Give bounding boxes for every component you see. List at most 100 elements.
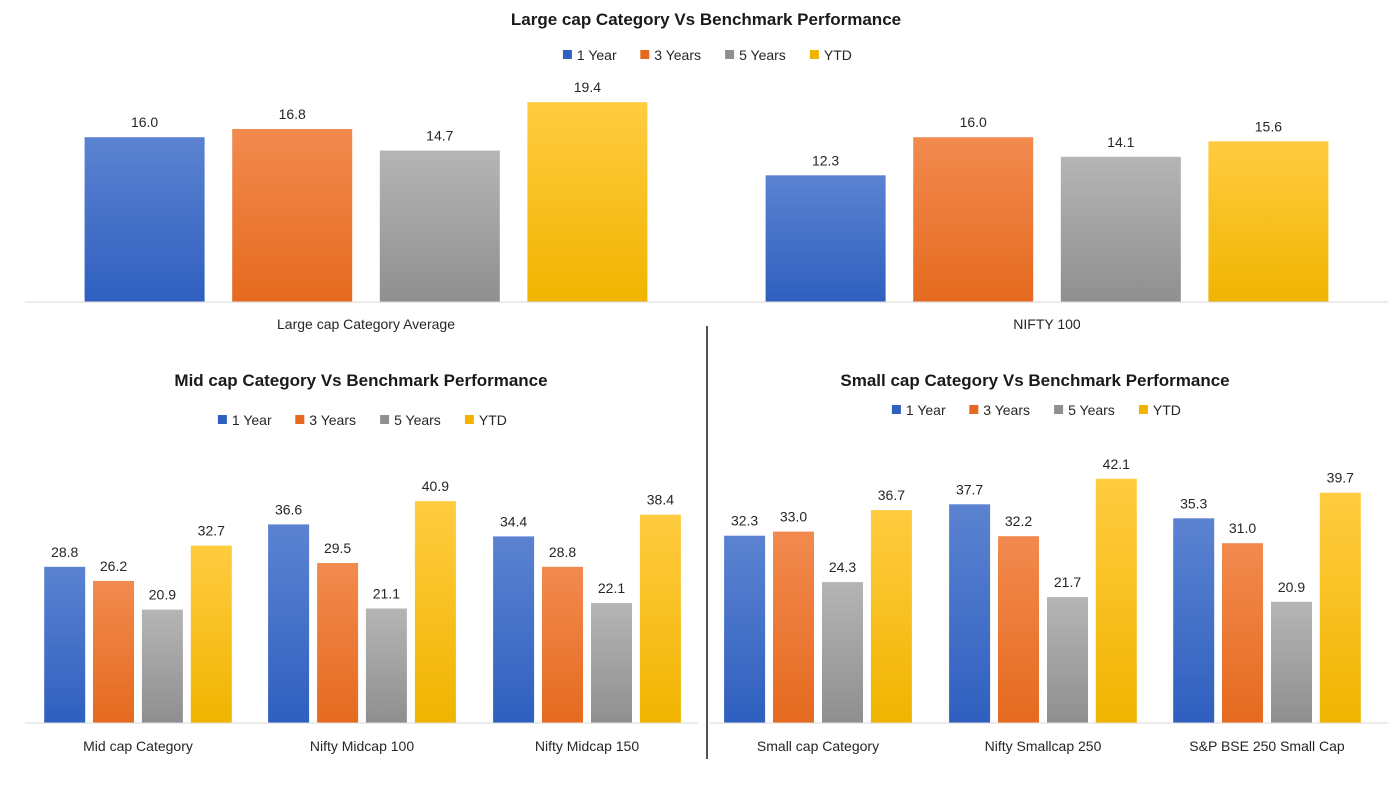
bar-group: 28.8 26.2 20.9 32.7 36.6 29.5 21.1 40.9 34.4 28.8… [44, 478, 681, 723]
bar-s-p-bse-250-small-cap-3-years [1222, 543, 1263, 723]
legend-label-1-year: 1 Year [232, 412, 272, 428]
chart-title: Small cap Category Vs Benchmark Performa… [840, 371, 1229, 390]
data-label: 16.0 [960, 114, 987, 130]
bar-large-cap-category-average-3-years [232, 129, 353, 302]
legend-label-ytd: YTD [479, 412, 507, 428]
bar-nifty-100-ytd [1208, 141, 1329, 302]
bar-nifty-smallcap-250-1-year [949, 504, 991, 723]
data-label: 15.6 [1255, 118, 1282, 134]
bar-nifty-midcap-150-ytd [639, 514, 681, 723]
legend-swatch-1-year [562, 50, 572, 59]
bar-small-cap-category-ytd [870, 510, 912, 723]
data-label: 32.2 [1005, 513, 1032, 529]
legend-swatch-5-years [1054, 405, 1064, 414]
data-label: 19.4 [574, 79, 601, 95]
category-label: Mid cap Category [83, 738, 193, 754]
bar-mid-cap-category-1-year [44, 566, 86, 723]
legend-swatch-5-years [725, 50, 735, 59]
legend-swatch-ytd [809, 50, 819, 59]
bar-small-cap-category-5-years [822, 582, 863, 723]
bar-group: 16.0 16.8 14.7 19.4 12.3 16.0 14.1 15.6 [84, 79, 1329, 302]
data-label: 14.7 [426, 128, 453, 144]
data-label: 36.7 [878, 487, 905, 503]
legend-label-ytd: YTD [824, 47, 852, 63]
data-label: 16.8 [279, 106, 306, 122]
legend-label-3-years: 3 Years [309, 412, 356, 428]
bar-small-cap-category-3-years [773, 531, 814, 723]
bar-large-cap-category-average-1-year [84, 137, 205, 302]
legend-label-3-years: 3 Years [983, 402, 1030, 418]
legend-swatch-3-years [969, 405, 979, 414]
bar-nifty-midcap-150-3-years [542, 566, 583, 723]
legend-label-1-year: 1 Year [906, 402, 946, 418]
category-label: Nifty Midcap 100 [310, 738, 414, 754]
legend-label-5-years: 5 Years [1068, 402, 1115, 418]
legend-swatch-ytd [1138, 405, 1148, 414]
data-label: 12.3 [812, 152, 839, 168]
data-label: 20.9 [149, 587, 176, 603]
bar-s-p-bse-250-small-cap-ytd [1319, 492, 1361, 723]
bar-nifty-smallcap-250-5-years [1047, 597, 1088, 723]
legend-label-3-years: 3 Years [654, 47, 701, 63]
bar-mid-cap-category-ytd [190, 545, 232, 723]
category-labels: Large cap Category Average NIFTY 100 [277, 316, 1081, 332]
category-label: Small cap Category [757, 738, 879, 754]
category-labels: Small cap Category Nifty Smallcap 250 S&P … [757, 738, 1345, 754]
bar-nifty-100-3-years [913, 137, 1034, 302]
data-label: 40.9 [422, 478, 449, 494]
legend-swatch-5-years [380, 415, 390, 424]
category-label: NIFTY 100 [1013, 316, 1081, 332]
legend-label-1-year: 1 Year [577, 47, 617, 63]
bar-s-p-bse-250-small-cap-5-years [1271, 601, 1312, 723]
data-label: 29.5 [324, 540, 351, 556]
data-label: 33.0 [780, 509, 807, 525]
chart-legend: 1 Year 3 Years 5 Years YTD [217, 412, 507, 428]
bar-mid-cap-category-5-years [141, 609, 183, 723]
category-labels: Mid cap Category Nifty Midcap 100 Nifty Mi… [83, 738, 639, 754]
data-label: 26.2 [100, 558, 127, 574]
category-label: S&P BSE 250 Small Cap [1189, 738, 1345, 754]
data-label: 21.7 [1054, 574, 1081, 590]
category-label: Large cap Category Average [277, 316, 455, 332]
bar-group: 32.3 33.0 24.3 36.7 37.7 32.2 21.7 42.1 35.3 31.0… [724, 456, 1361, 723]
bar-nifty-midcap-100-1-year [268, 524, 310, 723]
data-label: 28.8 [51, 544, 78, 560]
chart-legend: 1 Year 3 Years 5 Years YTD [562, 47, 852, 63]
legend-swatch-3-years [640, 50, 650, 59]
legend-swatch-1-year [217, 415, 227, 424]
bar-nifty-100-1-year [765, 175, 886, 302]
category-label: Nifty Midcap 150 [535, 738, 639, 754]
legend-label-5-years: 5 Years [739, 47, 786, 63]
bar-nifty-midcap-150-1-year [493, 536, 535, 723]
bar-large-cap-category-average-5-years [379, 150, 500, 302]
bar-nifty-smallcap-250-ytd [1095, 478, 1137, 723]
data-label: 38.4 [647, 492, 674, 508]
data-label: 34.4 [500, 513, 527, 529]
chart-title: Mid cap Category Vs Benchmark Performanc… [174, 371, 547, 390]
data-label: 14.1 [1107, 134, 1134, 150]
category-label: Nifty Smallcap 250 [985, 738, 1102, 754]
bar-nifty-midcap-100-ytd [414, 501, 456, 723]
mid-cap-chart: Mid cap Category Vs Benchmark Performanc… [25, 371, 698, 754]
legend-swatch-3-years [295, 415, 305, 424]
bar-nifty-smallcap-250-3-years [998, 536, 1039, 723]
data-label: 42.1 [1103, 456, 1130, 472]
data-label: 28.8 [549, 544, 576, 560]
large-cap-chart: Large cap Category Vs Benchmark Performa… [25, 10, 1388, 332]
legend-label-ytd: YTD [1153, 402, 1181, 418]
chart-legend: 1 Year 3 Years 5 Years YTD [891, 402, 1181, 418]
bar-large-cap-category-average-ytd [527, 102, 648, 302]
data-label: 20.9 [1278, 579, 1305, 595]
data-label: 32.3 [731, 513, 758, 529]
bar-s-p-bse-250-small-cap-1-year [1173, 518, 1215, 723]
chart-title: Large cap Category Vs Benchmark Performa… [511, 10, 901, 29]
data-label: 36.6 [275, 501, 302, 517]
bar-small-cap-category-1-year [724, 535, 766, 723]
bar-nifty-100-5-years [1060, 156, 1181, 302]
data-label: 24.3 [829, 559, 856, 575]
data-label: 16.0 [131, 114, 158, 130]
legend-label-5-years: 5 Years [394, 412, 441, 428]
data-label: 31.0 [1229, 520, 1256, 536]
bar-mid-cap-category-3-years [93, 580, 134, 723]
